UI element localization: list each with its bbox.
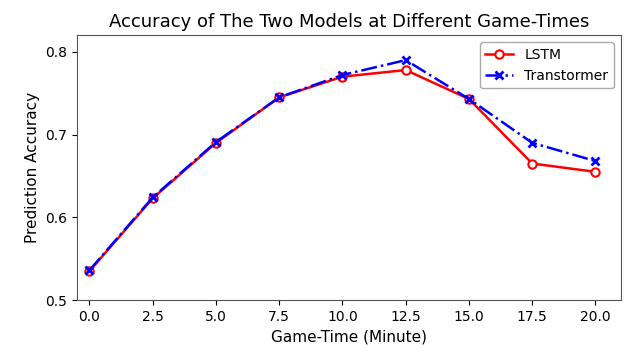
Transtormer xyxy=(529,141,536,145)
LSTM xyxy=(86,269,93,273)
LSTM xyxy=(212,141,220,145)
X-axis label: Game-Time (Minute): Game-Time (Minute) xyxy=(271,329,427,344)
LSTM xyxy=(149,196,157,201)
Transtormer xyxy=(86,268,93,273)
Title: Accuracy of The Two Models at Different Game-Times: Accuracy of The Two Models at Different … xyxy=(109,13,589,31)
Transtormer xyxy=(591,159,599,163)
Line: LSTM: LSTM xyxy=(85,66,600,275)
LSTM xyxy=(465,97,473,101)
LSTM xyxy=(339,74,346,79)
Line: Transtormer: Transtormer xyxy=(85,56,600,274)
LSTM xyxy=(591,170,599,174)
LSTM xyxy=(402,68,410,72)
Transtormer xyxy=(149,195,157,199)
Transtormer xyxy=(402,58,410,62)
Transtormer xyxy=(339,73,346,77)
Transtormer xyxy=(275,95,283,100)
Legend: LSTM, Transtormer: LSTM, Transtormer xyxy=(480,42,614,88)
LSTM xyxy=(275,95,283,100)
LSTM xyxy=(529,161,536,166)
Transtormer xyxy=(465,97,473,101)
Transtormer xyxy=(212,140,220,144)
Y-axis label: Prediction Accuracy: Prediction Accuracy xyxy=(24,92,40,243)
